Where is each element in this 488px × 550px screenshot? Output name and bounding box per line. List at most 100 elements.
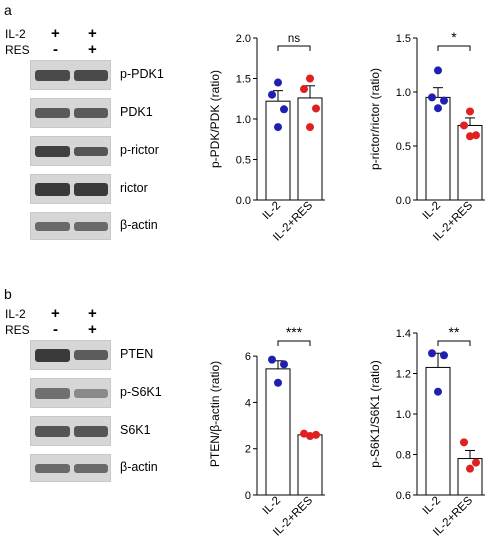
data-point [274, 123, 282, 132]
band-lane1 [35, 108, 70, 118]
data-point [268, 90, 276, 99]
y-axis-label: p-rictor/rictor (ratio) [368, 68, 382, 170]
y-tick-label: 1.0 [396, 409, 411, 421]
lane1-res-sign: - [53, 41, 58, 58]
lane1-res-sign-b: - [53, 321, 58, 338]
band-lane1 [35, 349, 70, 362]
band-lane2 [74, 183, 108, 196]
data-point [280, 105, 288, 114]
blot-p-pdk1 [30, 60, 111, 90]
data-point [274, 378, 282, 387]
bar [425, 96, 451, 201]
band-lane2 [74, 464, 108, 473]
lane2-res-sign: + [88, 41, 97, 58]
blot-beta-actin-b [30, 454, 111, 482]
y-tick-label: 2.0 [236, 33, 251, 45]
il2-row-label-b: IL-2 [5, 307, 26, 321]
data-point [466, 132, 474, 141]
y-tick-label: 1.4 [396, 328, 411, 340]
significance-bracket [437, 45, 471, 51]
data-point [440, 351, 448, 360]
x-tick-label: IL-2 [261, 200, 284, 223]
band-lane2 [74, 70, 108, 81]
blot-label-beta-actin-a: β-actin [120, 218, 158, 232]
lane2-res-sign-b: + [88, 321, 97, 338]
y-axis-label: p-S6K1/S6K1 (ratio) [368, 360, 382, 467]
x-tick-label: IL-2 [421, 200, 444, 223]
x-tick-label: IL-2 [261, 495, 284, 518]
blot-label-p-rictor: p-rictor [120, 143, 159, 157]
band-lane2 [74, 389, 108, 398]
band-lane1 [35, 426, 70, 437]
y-tick-label: 0.5 [396, 141, 411, 153]
data-point [472, 458, 480, 467]
blot-p-s6k1 [30, 378, 111, 408]
blot-p-rictor [30, 136, 111, 166]
blot-beta-actin-a [30, 212, 111, 240]
band-lane2 [74, 350, 108, 360]
significance-label: *** [286, 324, 303, 340]
data-point [300, 85, 308, 94]
significance-bracket [437, 340, 471, 346]
blot-label-pten: PTEN [120, 347, 154, 361]
blot-label-p-s6k1: p-S6K1 [120, 385, 162, 399]
bar [297, 97, 323, 201]
band-lane2 [74, 426, 108, 437]
panel-a-letter: a [4, 2, 12, 18]
lane2-il2-sign: + [88, 25, 97, 42]
chart-p-s6k1-ratio: p-S6K1/S6K1 (ratio)0.60.81.01.21.4IL-2IL… [368, 324, 485, 539]
blot-pdk1 [30, 98, 111, 128]
data-point [280, 360, 288, 369]
y-tick-label: 0.0 [236, 195, 251, 207]
y-tick-label: 4 [245, 397, 251, 409]
data-point [460, 121, 468, 130]
band-lane2 [74, 147, 108, 156]
data-point [434, 387, 442, 396]
blot-pten [30, 340, 111, 370]
band-lane1 [35, 222, 70, 231]
data-point [460, 438, 468, 447]
lane2-il2-sign-b: + [88, 305, 97, 322]
data-point [428, 349, 436, 358]
bar [297, 434, 323, 496]
res-row-label-b: RES [5, 323, 30, 337]
significance-bracket [277, 45, 311, 51]
bar [425, 366, 451, 496]
band-lane1 [35, 183, 70, 196]
lane1-il2-sign: + [51, 25, 60, 42]
data-point [434, 66, 442, 75]
y-tick-label: 1.5 [396, 33, 411, 45]
band-lane2 [74, 108, 108, 118]
blot-rictor [30, 174, 111, 204]
data-point [472, 131, 480, 140]
blot-label-s6k1: S6K1 [120, 423, 151, 437]
y-axis-label: PTEN/β-actin (ratio) [208, 361, 222, 467]
panel-b-letter: b [4, 286, 12, 302]
y-tick-label: 1.0 [236, 114, 251, 126]
y-tick-label: 1.2 [396, 369, 411, 381]
y-tick-label: 0 [245, 490, 251, 502]
y-tick-label: 1.0 [396, 87, 411, 99]
data-point [466, 107, 474, 116]
y-axis-label: p-PDK/PDK (ratio) [208, 70, 222, 168]
data-point [268, 355, 276, 364]
significance-label: ns [288, 33, 300, 45]
significance-bracket [277, 340, 311, 346]
y-tick-label: 0.6 [396, 490, 411, 502]
blot-label-rictor: rictor [120, 181, 148, 195]
data-point [306, 431, 314, 440]
band-lane1 [35, 388, 70, 399]
data-point [306, 74, 314, 83]
band-lane1 [35, 70, 70, 81]
data-point [274, 78, 282, 87]
lane1-il2-sign-b: + [51, 305, 60, 322]
band-lane1 [35, 464, 70, 473]
y-tick-label: 2 [245, 444, 251, 456]
data-point [428, 93, 436, 102]
y-tick-label: 1.5 [236, 74, 251, 86]
bar [265, 100, 291, 201]
blot-label-p-pdk1: p-PDK1 [120, 67, 164, 81]
significance-label: ** [449, 324, 460, 340]
data-point [440, 96, 448, 105]
